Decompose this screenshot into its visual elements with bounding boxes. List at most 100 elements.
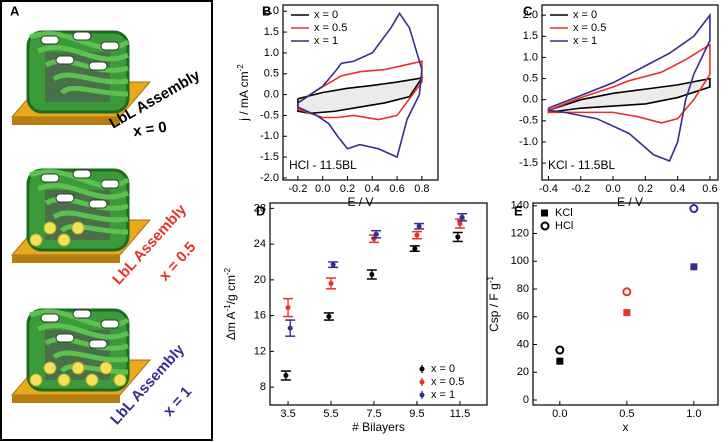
polymer-strand: [37, 44, 130, 62]
y-tick-label: -0.5: [260, 109, 279, 121]
legend-label: x = 1: [314, 35, 338, 47]
plot-frame: [541, 4, 719, 181]
particle: [99, 361, 113, 375]
plot-frame: [269, 202, 488, 406]
data-point: [285, 305, 291, 311]
capsule: [88, 199, 108, 209]
legend-label: x = 0.5: [431, 376, 464, 388]
y-label-text: Csp / F g: [487, 283, 501, 332]
legend-swatch: [419, 392, 425, 398]
y-tick-label: 2.0: [523, 9, 538, 21]
plot-frame: [282, 4, 439, 181]
data-point: [455, 234, 461, 240]
x-tick-label: 0.8: [414, 183, 429, 195]
cv-curve: [547, 77, 711, 114]
y-tick-label: 1.0: [264, 47, 279, 59]
x-tick-label: 0.6: [702, 183, 717, 195]
capsule: [100, 41, 120, 51]
legend-label: x = 0: [573, 9, 597, 21]
annotation: HCl - 11.5BL: [289, 158, 357, 172]
y-tick-label: 120: [511, 227, 529, 239]
data-point: [369, 272, 375, 278]
legend-swatch: [541, 209, 548, 217]
y-tick-label: 0: [523, 394, 529, 406]
data-point: [412, 246, 418, 252]
panel-label: B: [262, 3, 271, 18]
y-label-text: Δm A: [224, 311, 238, 340]
polymer-strand: [44, 196, 129, 211]
legend-swatch: [540, 221, 550, 231]
y-tick-label: 28: [254, 202, 266, 214]
particle: [71, 361, 85, 375]
data-point: [330, 262, 336, 268]
y-tick-label: 0.0: [523, 94, 538, 106]
particle: [43, 361, 57, 375]
polymer-strand: [37, 322, 130, 340]
y-tick-label: 60: [517, 311, 529, 323]
x-tick-label: 9.5: [409, 408, 424, 420]
y-label-text: j / mA cm: [237, 71, 251, 121]
x-tick-label: 0.4: [670, 183, 685, 195]
polymer-strand: [59, 363, 129, 375]
capsule: [40, 173, 60, 183]
y-label-superscript: -1: [223, 304, 232, 312]
y-axis-label: Csp / F g-1: [486, 276, 502, 332]
legend-swatch: [419, 379, 425, 385]
polymer-strand: [44, 58, 129, 73]
y-tick-label: -1.5: [519, 157, 538, 169]
data-point: [373, 231, 379, 237]
x-tick-label: 0.4: [365, 183, 380, 195]
y-tick-label: 12: [254, 345, 266, 357]
data-point: [623, 309, 631, 317]
y-tick-label: 8: [260, 381, 266, 393]
y-tick-label: 16: [254, 310, 266, 322]
x-tick-label: -0.2: [288, 183, 307, 195]
capsule: [72, 169, 92, 179]
capsule: [72, 309, 92, 319]
x-axis-label: E / V: [617, 195, 643, 209]
capsule: [88, 339, 108, 349]
cv-curve: [547, 43, 711, 124]
panel-label: C: [523, 3, 533, 18]
legend-label: x = 1: [431, 389, 455, 401]
legend-label: KCl: [555, 207, 573, 219]
data-point: [689, 204, 699, 214]
substrate-side: [12, 255, 120, 263]
particle: [29, 373, 43, 387]
particle: [57, 233, 71, 247]
cv-curve: [547, 12, 711, 163]
x-tick-label: 0.2: [340, 183, 355, 195]
y-axis-label: j / mA cm-2: [236, 64, 252, 122]
y-tick-label: 20: [254, 274, 266, 286]
particle: [57, 373, 71, 387]
capsule: [40, 35, 60, 45]
x-tick-label: 7.5: [366, 408, 381, 420]
data-point: [622, 287, 632, 297]
y-tick-label: 20: [517, 366, 529, 378]
x-tick-label: -0.4: [539, 183, 558, 195]
y-label-text: /g cm: [224, 275, 238, 304]
data-point: [414, 232, 420, 238]
y-axis-label: Δm A-1/g cm-2: [223, 267, 239, 340]
data-point: [416, 223, 422, 229]
x-tick-label: 0.2: [638, 183, 653, 195]
annotation: KCl - 11.5BL: [548, 158, 615, 172]
legend-label: HCl: [555, 220, 573, 232]
y-tick-label: 1.5: [264, 26, 279, 38]
polymer-strand: [44, 336, 129, 351]
polymer-strand: [59, 85, 129, 97]
particle: [29, 233, 43, 247]
capsule: [55, 333, 75, 343]
capsule: [55, 193, 75, 203]
data-point: [328, 280, 334, 286]
legend-label: x = 0: [314, 9, 338, 21]
cv-curve: [297, 11, 423, 159]
y-tick-label: -1.0: [260, 130, 279, 142]
data-point: [457, 221, 463, 227]
polymer-strand: [52, 72, 129, 85]
x-tick-label: 1.0: [686, 408, 701, 420]
y-tick-label: 40: [517, 338, 529, 350]
y-tick-label: 0.5: [523, 72, 538, 84]
y-tick-label: -1.0: [519, 136, 538, 148]
